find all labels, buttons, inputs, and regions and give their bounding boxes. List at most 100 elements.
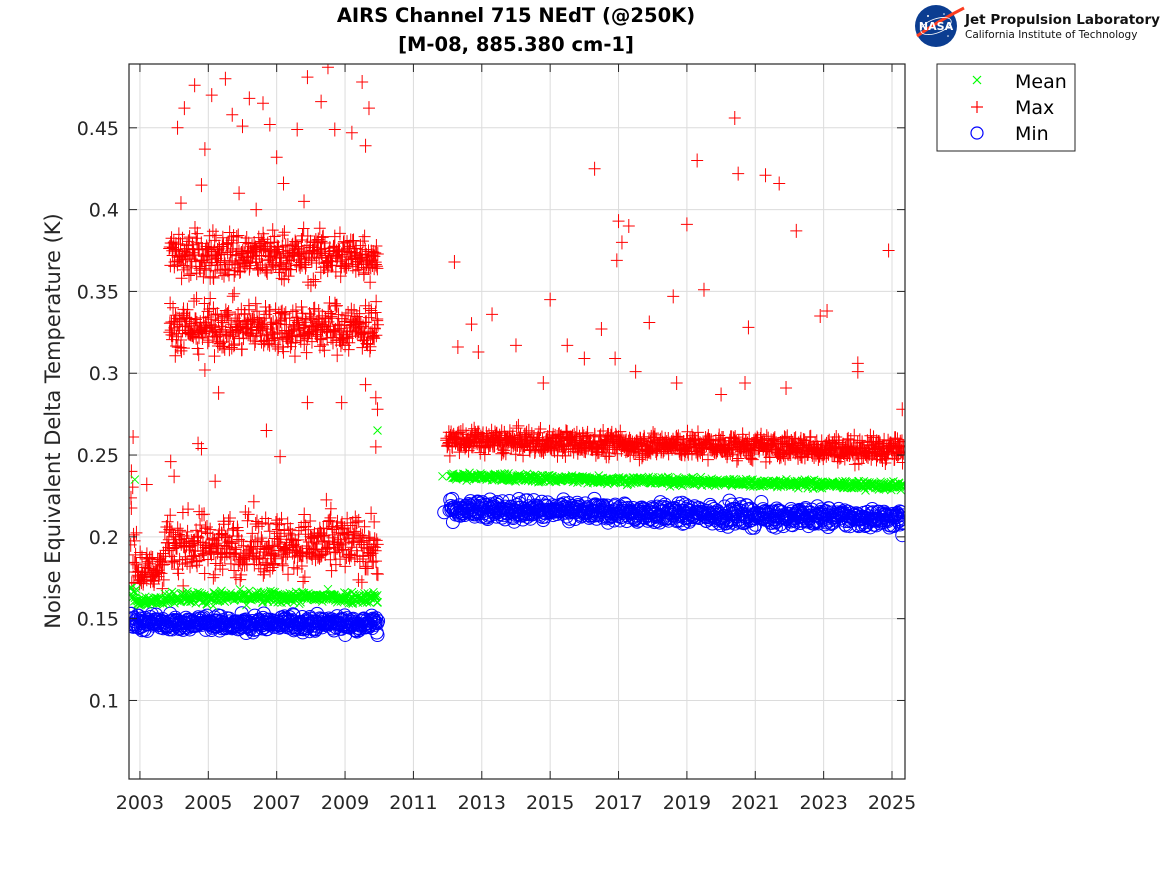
- data-point-max: [211, 255, 224, 270]
- data-point-max: [510, 421, 523, 436]
- data-point-min: [129, 606, 139, 621]
- data-point-max: [171, 521, 184, 536]
- x-tick-label: 2005: [184, 792, 232, 814]
- data-point-max: [339, 559, 352, 574]
- data-point-max: [345, 302, 358, 317]
- data-point-max: [804, 429, 817, 444]
- data-point-max: [370, 533, 383, 548]
- jpl-name: Jet Propulsion Laboratory: [964, 12, 1160, 28]
- data-point-max: [356, 528, 369, 543]
- data-point-max: [851, 364, 864, 379]
- data-point-max: [226, 289, 239, 304]
- data-point-max: [129, 533, 141, 548]
- data-point-min: [894, 505, 905, 520]
- data-point-max: [307, 272, 320, 287]
- data-point-max: [732, 166, 745, 181]
- data-point-max: [328, 296, 341, 311]
- y-axis-label: Noise Equivalent Delta Temperature (K): [41, 213, 65, 629]
- data-point-max: [259, 262, 272, 277]
- data-point-max: [201, 526, 214, 541]
- data-point-max: [168, 554, 181, 569]
- data-point-max: [177, 341, 190, 356]
- data-point-max: [175, 343, 188, 358]
- data-point-max: [205, 88, 218, 103]
- data-point-max: [790, 223, 803, 238]
- data-point-max: [129, 547, 142, 562]
- data-point-max: [167, 235, 180, 250]
- data-point-max: [255, 531, 268, 546]
- data-point-max: [294, 546, 307, 561]
- data-point-max: [129, 556, 141, 571]
- data-point-max: [556, 445, 569, 460]
- data-point-max: [235, 567, 248, 582]
- data-point-max: [290, 313, 303, 328]
- data-point-mean: [897, 479, 905, 489]
- data-point-mean: [296, 597, 305, 607]
- data-point-max: [330, 520, 343, 535]
- data-point-max: [369, 439, 382, 454]
- data-point-max: [326, 258, 339, 273]
- data-point-max: [221, 245, 234, 260]
- data-point-max: [821, 304, 834, 319]
- data-point-max: [610, 253, 623, 268]
- data-point-max: [195, 441, 208, 456]
- x-tick-label: 2013: [458, 792, 506, 814]
- data-point-max: [282, 567, 295, 582]
- data-point-max: [472, 344, 485, 359]
- data-point-max: [517, 448, 530, 463]
- data-point-max: [297, 221, 310, 236]
- data-point-max: [870, 434, 883, 449]
- data-point-max: [130, 525, 143, 540]
- data-point-max: [359, 242, 372, 257]
- data-point-max: [615, 235, 628, 250]
- data-point-max: [270, 150, 283, 165]
- legend-label-min: Min: [1015, 123, 1049, 145]
- data-point-max: [347, 233, 360, 248]
- data-point-max: [254, 260, 267, 275]
- data-point-mean: [372, 590, 382, 600]
- data-point-max: [174, 523, 187, 538]
- data-point-max: [356, 74, 369, 89]
- data-point-max: [315, 527, 328, 542]
- data-point-max: [248, 336, 261, 351]
- data-point-max: [184, 326, 197, 341]
- data-point-max: [673, 445, 686, 460]
- data-point-max: [349, 263, 362, 278]
- data-point-max: [209, 537, 222, 552]
- data-point-max: [305, 253, 318, 268]
- data-point-max: [609, 351, 622, 366]
- data-point-max: [206, 224, 219, 239]
- data-point-max: [186, 536, 199, 551]
- data-point-min: [821, 520, 836, 535]
- data-point-max: [882, 243, 895, 258]
- data-point-max: [237, 331, 250, 346]
- data-point-max: [534, 421, 547, 436]
- data-point-max: [232, 228, 245, 243]
- data-point-max: [561, 338, 574, 353]
- data-point-max: [129, 500, 138, 515]
- data-point-max: [175, 271, 188, 286]
- data-point-min: [892, 508, 905, 523]
- data-point-mean: [373, 426, 382, 435]
- data-point-max: [299, 257, 312, 272]
- data-point-max: [251, 261, 264, 276]
- data-point-max: [281, 516, 294, 531]
- data-point-max: [643, 443, 656, 458]
- data-point-max: [156, 557, 169, 572]
- data-point-max: [257, 567, 270, 582]
- data-point-max: [354, 316, 367, 331]
- data-point-max: [164, 454, 177, 469]
- data-point-max: [317, 229, 330, 244]
- data-point-max: [301, 228, 314, 243]
- data-point-max: [266, 223, 279, 238]
- data-point-max: [282, 269, 295, 284]
- data-point-max: [295, 300, 308, 315]
- data-point-max: [157, 572, 170, 587]
- data-point-max: [343, 550, 356, 565]
- data-point-max: [301, 395, 314, 410]
- data-point-max: [191, 341, 204, 356]
- data-point-max: [295, 558, 308, 573]
- data-point-max: [588, 161, 601, 176]
- data-point-max: [310, 314, 323, 329]
- data-point-max: [297, 245, 310, 260]
